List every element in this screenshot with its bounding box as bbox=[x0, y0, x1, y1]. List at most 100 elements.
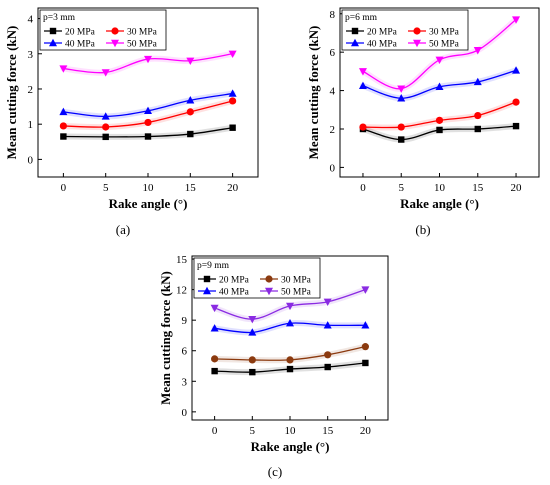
x-tick-label: 10 bbox=[434, 182, 446, 194]
legend-label: 30 MPa bbox=[127, 28, 158, 38]
data-point bbox=[512, 66, 521, 74]
panel-label: (c) bbox=[268, 464, 282, 479]
legend-marker bbox=[351, 27, 359, 35]
data-point bbox=[286, 356, 294, 364]
data-point bbox=[59, 122, 67, 130]
x-tick-label: 10 bbox=[285, 425, 297, 437]
data-point bbox=[101, 69, 110, 77]
y-tick-label: 2 bbox=[28, 84, 34, 96]
depth-annotation: p=3 mm bbox=[43, 13, 76, 23]
y-tick-label: 0 bbox=[182, 407, 188, 419]
legend-label: 40 MPa bbox=[65, 40, 96, 50]
y-tick-label: 8 bbox=[330, 9, 336, 21]
legend-label: 40 MPa bbox=[219, 288, 250, 298]
x-axis-label: Rake angle (°) bbox=[109, 196, 188, 211]
data-point bbox=[324, 363, 331, 371]
data-point bbox=[144, 106, 152, 115]
data-point bbox=[144, 55, 152, 64]
legend-label: 30 MPa bbox=[281, 276, 312, 286]
data-point bbox=[474, 111, 482, 120]
x-tick-label: 15 bbox=[185, 182, 197, 194]
data-point bbox=[397, 85, 406, 93]
x-tick-label: 20 bbox=[227, 182, 239, 194]
y-tick-label: 0 bbox=[28, 154, 34, 166]
data-point bbox=[398, 136, 405, 143]
data-point bbox=[144, 118, 152, 127]
legend-label: 50 MPa bbox=[281, 288, 312, 298]
y-axis-label: Mean cutting force (kN) bbox=[158, 271, 173, 405]
x-tick-label: 5 bbox=[103, 182, 109, 194]
data-point bbox=[211, 355, 219, 363]
data-point bbox=[229, 97, 237, 105]
data-point bbox=[359, 123, 367, 131]
legend-label: 30 MPa bbox=[429, 28, 460, 38]
x-tick-label: 5 bbox=[250, 425, 256, 437]
depth-annotation: p=9 mm bbox=[197, 261, 230, 271]
legend-marker bbox=[203, 286, 211, 295]
legend-marker bbox=[49, 27, 57, 35]
y-tick-label: 3 bbox=[28, 49, 34, 61]
data-point bbox=[248, 328, 257, 336]
y-tick-label: 12 bbox=[176, 285, 187, 297]
x-axis-label: Rake angle (°) bbox=[400, 196, 479, 211]
x-tick-label: 20 bbox=[511, 182, 523, 194]
data-point bbox=[248, 315, 257, 324]
data-point bbox=[59, 107, 68, 116]
y-tick-label: 6 bbox=[182, 346, 188, 358]
data-point bbox=[361, 286, 370, 294]
y-tick-label: 2 bbox=[330, 124, 336, 136]
data-point bbox=[361, 343, 369, 351]
y-axis-label: Mean cutting force (kN) bbox=[4, 26, 19, 160]
legend-marker bbox=[111, 39, 119, 48]
data-point bbox=[186, 108, 194, 116]
data-point bbox=[59, 65, 68, 73]
data-point bbox=[286, 319, 294, 327]
data-point bbox=[512, 98, 520, 106]
legend-label: 50 MPa bbox=[127, 40, 158, 50]
chart-panel-c: 0 3 6 9 12 15 0 5 10 15 20 Rake angle (°) Mean cutti… bbox=[158, 254, 389, 479]
x-tick-label: 15 bbox=[472, 182, 484, 194]
y-tick-label: 15 bbox=[176, 254, 188, 266]
legend-marker bbox=[203, 275, 211, 283]
data-point bbox=[101, 112, 110, 120]
x-tick-label: 0 bbox=[212, 425, 218, 437]
data-point bbox=[362, 359, 369, 367]
legend-marker bbox=[351, 38, 359, 47]
data-point bbox=[435, 116, 444, 124]
data-point bbox=[435, 82, 444, 90]
data-point bbox=[248, 356, 256, 364]
data-point bbox=[102, 133, 109, 141]
data-point bbox=[512, 122, 520, 130]
chart-panel-a: 0 1 2 3 4 0 5 10 15 20 Rake angle (°) Mean cutting … bbox=[4, 7, 259, 237]
data-point bbox=[210, 304, 219, 313]
data-point bbox=[436, 126, 443, 134]
data-point bbox=[249, 368, 256, 376]
legend-label: 40 MPa bbox=[367, 40, 398, 50]
y-tick-label: 1 bbox=[28, 119, 34, 131]
x-axis-label: Rake angle (°) bbox=[251, 439, 330, 454]
data-point bbox=[228, 89, 237, 97]
data-point bbox=[228, 50, 237, 58]
y-tick-label: 9 bbox=[182, 315, 188, 327]
panel-label: (a) bbox=[116, 222, 130, 237]
depth-annotation: p=6 mm bbox=[345, 13, 378, 23]
panel-label: (b) bbox=[415, 222, 430, 237]
legend-marker bbox=[111, 27, 119, 35]
data-point bbox=[512, 16, 521, 24]
data-point bbox=[323, 321, 332, 329]
data-point bbox=[473, 77, 482, 86]
data-point bbox=[435, 56, 444, 65]
data-point bbox=[361, 321, 370, 329]
x-tick-label: 20 bbox=[360, 425, 372, 437]
data-point bbox=[60, 133, 67, 140]
data-point bbox=[473, 47, 482, 55]
data-point bbox=[397, 94, 406, 102]
data-point bbox=[229, 124, 236, 131]
data-point bbox=[187, 130, 194, 138]
data-point bbox=[474, 125, 481, 133]
data-point bbox=[186, 57, 195, 66]
y-axis-label: Mean cutting force (kN) bbox=[306, 26, 321, 160]
data-point bbox=[397, 123, 405, 131]
legend-marker bbox=[413, 39, 421, 48]
